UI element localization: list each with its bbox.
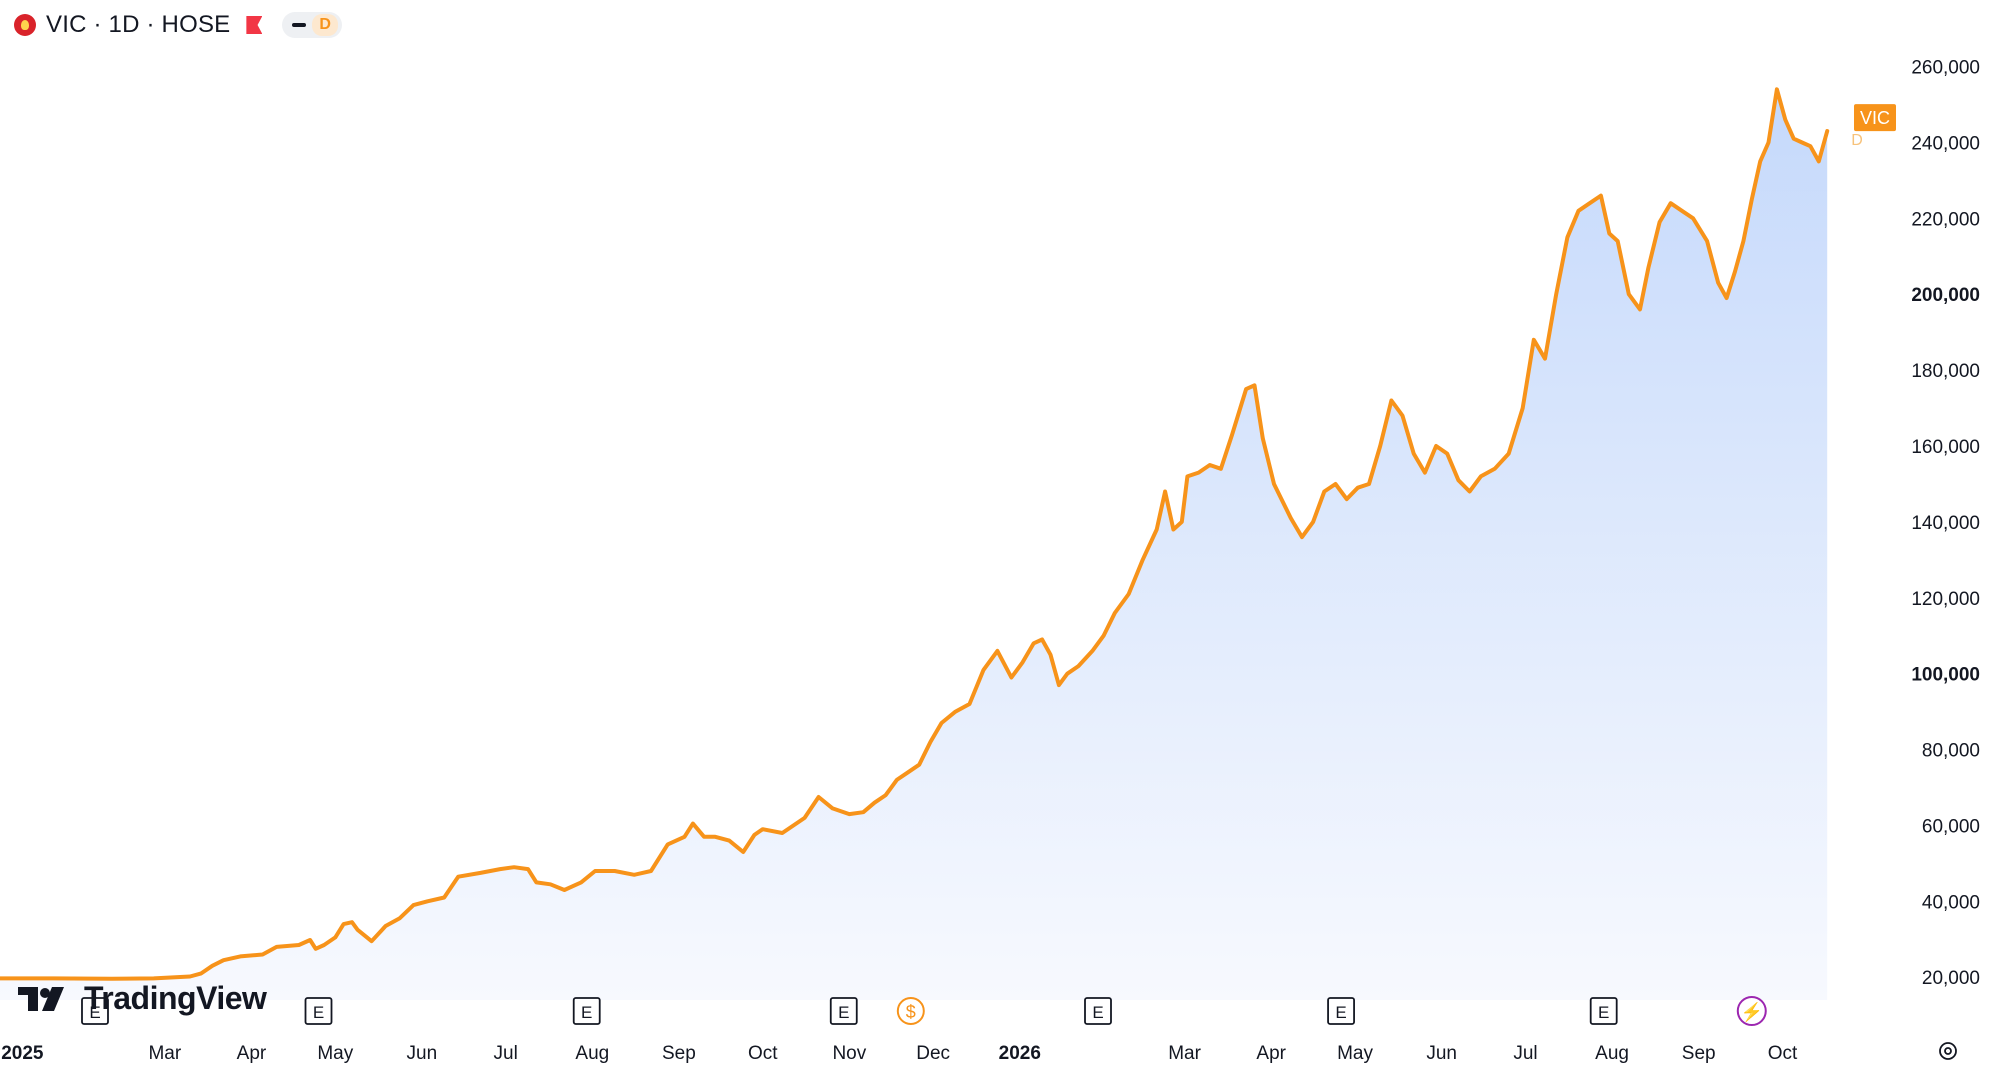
y-tick-label: 240,000 (1911, 133, 1980, 154)
y-tick-label: 160,000 (1911, 437, 1980, 458)
collapse-icon[interactable] (292, 23, 307, 27)
last-price-symbol: VIC (1860, 108, 1890, 128)
tradingview-mark-icon (18, 986, 64, 1011)
interval-toggle[interactable]: D (282, 12, 342, 38)
x-tick-label: Apr (237, 1043, 267, 1064)
x-tick-label: Sep (662, 1043, 696, 1064)
y-tick-label: 200,000 (1911, 285, 1980, 306)
last-price-label: VIC D (1851, 104, 1896, 149)
price-area-fill (0, 89, 1828, 1001)
dividend-event-icon[interactable]: $ (896, 997, 925, 1025)
symbol-title: VIC · 1D · HOSE (46, 11, 231, 38)
x-tick-label: Jun (1426, 1043, 1457, 1064)
svg-text:⚡: ⚡ (1741, 1001, 1763, 1023)
svg-text:E: E (89, 1003, 100, 1022)
price-axis[interactable]: 20,000 40,000 60,000 80,000 100,000 120,000 14… (1911, 58, 1980, 990)
y-tick-label: 80,000 (1922, 741, 1980, 762)
y-tick-label: 60,000 (1922, 816, 1980, 837)
split-event-icon[interactable]: ⚡ (1736, 996, 1767, 1026)
y-tick-label: 260,000 (1911, 58, 1980, 79)
axis-settings-icon[interactable] (1939, 1042, 1957, 1060)
tradingview-wordmark: TradingView (84, 980, 267, 1016)
x-tick-label: Jul (494, 1043, 518, 1064)
x-tick-label: May (317, 1043, 353, 1064)
x-tick-label: Oct (1768, 1043, 1798, 1064)
x-tick-label: Aug (575, 1043, 609, 1064)
tradingview-logo[interactable]: TradingView (16, 980, 267, 1017)
svg-text:E: E (313, 1003, 324, 1022)
svg-text:$: $ (906, 1002, 916, 1022)
x-tick-label: Dec (916, 1043, 950, 1064)
earnings-event-icon[interactable]: E (1327, 997, 1355, 1025)
earnings-event-icon[interactable]: E (81, 997, 109, 1025)
svg-text:E: E (1335, 1003, 1346, 1022)
x-tick-label: Jun (407, 1043, 438, 1064)
y-tick-label: 40,000 (1922, 892, 1980, 913)
earnings-event-icon[interactable]: E (304, 997, 333, 1025)
x-tick-label: Mar (1168, 1043, 1201, 1064)
y-tick-label: 180,000 (1911, 361, 1980, 382)
x-tick-label: Apr (1256, 1043, 1286, 1064)
x-tick-label: May (1337, 1043, 1373, 1064)
price-line (0, 87, 1830, 981)
x-tick-label: Aug (1595, 1043, 1629, 1064)
y-tick-label: 140,000 (1911, 513, 1980, 534)
earnings-event-icon[interactable]: E (572, 997, 601, 1025)
event-markers: E E E E E E E $ ⚡ (81, 996, 1767, 1026)
earnings-event-icon[interactable]: E (1589, 997, 1618, 1025)
x-tick-label: 2026 (999, 1043, 1041, 1064)
x-tick-label: Mar (148, 1043, 181, 1064)
last-price-badge (1854, 104, 1896, 132)
last-price-interval: D (1851, 132, 1863, 149)
svg-text:E: E (581, 1003, 592, 1022)
x-tick-label: Jul (1513, 1043, 1537, 1064)
svg-text:E: E (1598, 1003, 1609, 1022)
svg-text:E: E (1092, 1003, 1103, 1022)
y-tick-label: 100,000 (1911, 665, 1980, 686)
interval-badge[interactable]: D (312, 14, 338, 36)
y-tick-label: 120,000 (1911, 589, 1980, 610)
vingroup-logo-icon (14, 14, 36, 36)
x-tick-label: Nov (832, 1043, 866, 1064)
y-tick-label: 220,000 (1911, 209, 1980, 230)
earnings-event-icon[interactable]: E (1084, 997, 1112, 1025)
x-tick-label: Sep (1682, 1043, 1716, 1064)
svg-text:E: E (838, 1003, 849, 1022)
time-axis[interactable]: 2025 Mar Apr May Jun Jul Aug Sep Oct Nov Dec 2026 Ma… (1, 1043, 1798, 1064)
symbol-header[interactable]: VIC · 1D · HOSE D (14, 8, 342, 42)
x-tick-label: 2025 (1, 1043, 44, 1064)
earnings-event-icon[interactable]: E (829, 997, 858, 1025)
x-tick-label: Oct (748, 1043, 778, 1064)
y-tick-label: 20,000 (1922, 968, 1980, 989)
flag-icon[interactable] (246, 16, 263, 34)
